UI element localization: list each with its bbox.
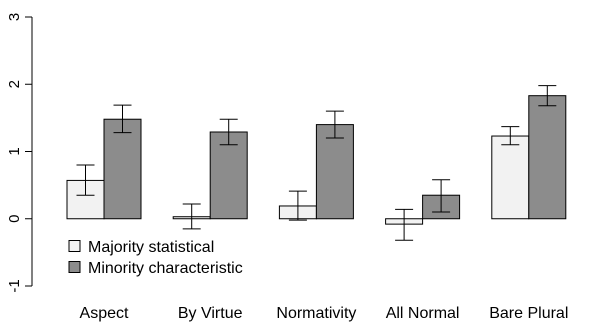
error-bars-group xyxy=(76,85,557,241)
y-tick-label: 0 xyxy=(6,215,23,223)
y-tick-label: 3 xyxy=(6,13,23,21)
legend-label: Majority statistical xyxy=(88,239,214,256)
x-category-label: All Normal xyxy=(386,305,460,322)
bar-minority xyxy=(209,131,248,220)
y-axis: -1 0 1 2 3 xyxy=(6,13,33,293)
legend-swatch-majority xyxy=(68,240,81,252)
x-axis-labels: Aspect By Virtue Normativity All Normal Bare… xyxy=(80,305,569,322)
bars-group xyxy=(66,95,567,225)
x-category-label: Normativity xyxy=(276,305,356,322)
y-tick-label: 1 xyxy=(6,147,23,155)
legend: Majority statistical Minority characteris… xyxy=(68,239,243,277)
x-category-label: Aspect xyxy=(80,305,129,322)
bar-minority xyxy=(315,124,354,220)
bar-majority xyxy=(491,135,530,220)
legend-swatch-minority xyxy=(68,261,81,273)
legend-label: Minority characteristic xyxy=(88,260,243,277)
bar-minority xyxy=(528,95,567,220)
x-category-label: Bare Plural xyxy=(489,305,568,322)
y-tick-label: -1 xyxy=(6,279,23,292)
bar-minority xyxy=(103,118,142,220)
x-category-label: By Virtue xyxy=(178,305,243,322)
y-tick-label: 2 xyxy=(6,80,23,88)
